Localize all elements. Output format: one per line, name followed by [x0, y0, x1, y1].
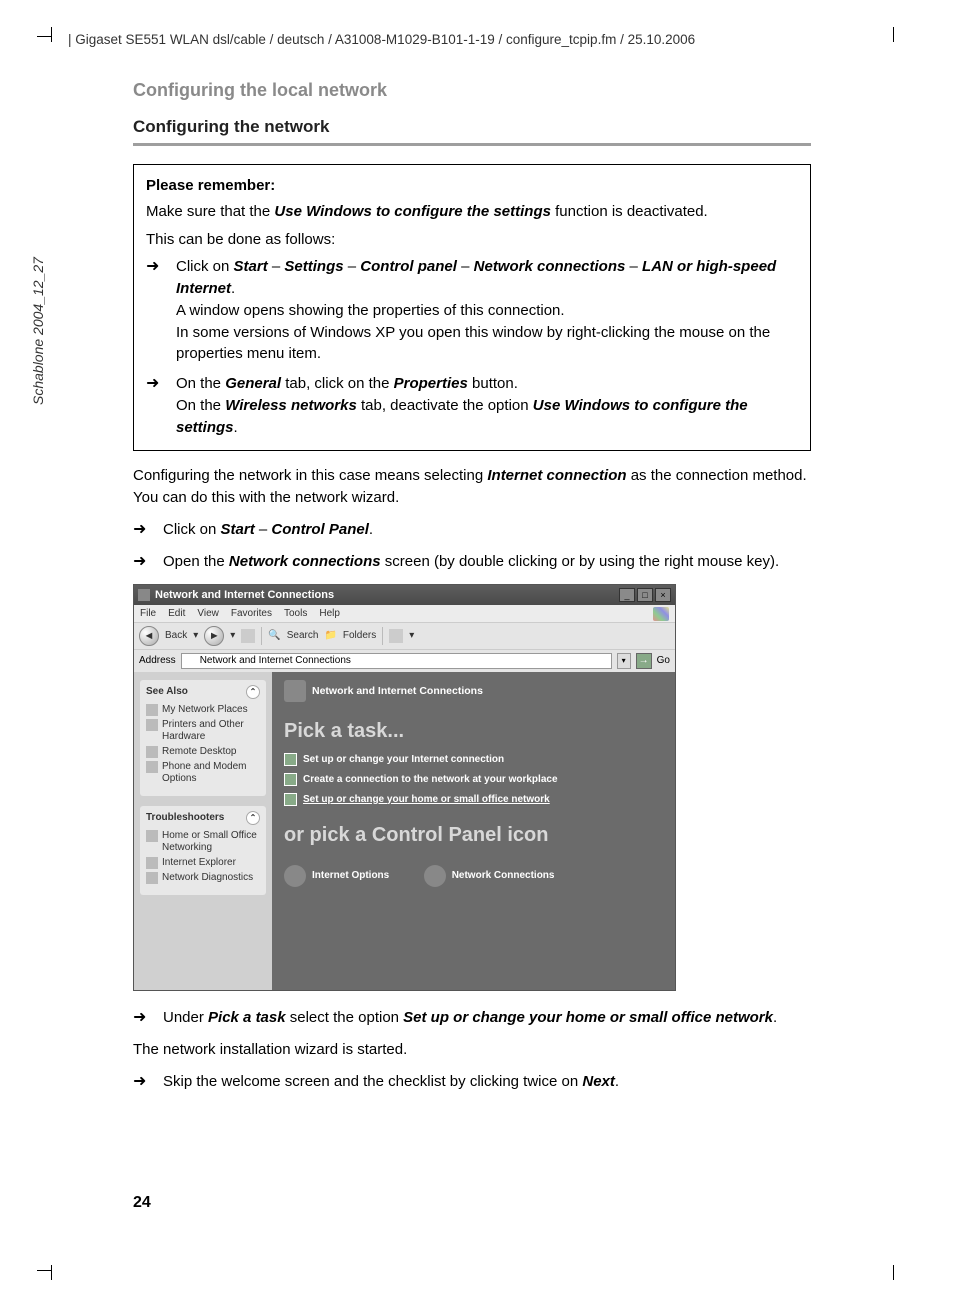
- menu-help[interactable]: Help: [319, 608, 340, 619]
- troubleshooter-item[interactable]: Home or Small Office Networking: [146, 830, 260, 854]
- arrow-icon: ➜: [133, 551, 163, 573]
- arrow-icon: ➜: [133, 1007, 163, 1029]
- menu-favorites[interactable]: Favorites: [231, 608, 272, 619]
- task-link[interactable]: Set up or change your Internet connectio…: [284, 753, 663, 766]
- folder-icon: [185, 655, 197, 667]
- windows-flag-icon: [653, 607, 669, 621]
- see-also-panel: See Also ⌃ My Network Places Printers and…: [140, 680, 266, 796]
- search-button[interactable]: Search: [287, 630, 319, 641]
- main-panel: Network and Internet Connections Pick a …: [272, 672, 675, 990]
- address-dropdown[interactable]: ▾: [617, 653, 631, 669]
- menu-file[interactable]: File: [140, 608, 156, 619]
- troubleshooter-item[interactable]: Internet Explorer: [146, 857, 260, 869]
- chapter-title: Configuring the local network: [133, 80, 811, 101]
- collapse-icon[interactable]: ⌃: [246, 811, 260, 825]
- up-icon[interactable]: [241, 629, 255, 643]
- box-step-2: ➜ On the General tab, click on the Prope…: [146, 373, 798, 438]
- arrow-icon: ➜: [146, 256, 176, 365]
- step-1: ➜ Click on Start – Control Panel.: [133, 519, 811, 541]
- remote-desktop-icon: [146, 746, 158, 758]
- troubleshooters-header: Troubleshooters: [146, 812, 224, 823]
- or-pick-heading: or pick a Control Panel icon: [284, 824, 663, 847]
- back-label: Back: [165, 630, 187, 641]
- go-button[interactable]: →: [636, 653, 652, 669]
- page-number: 24: [133, 1194, 151, 1212]
- cp-icon-link[interactable]: Internet Options: [284, 865, 389, 887]
- menu-tools[interactable]: Tools: [284, 608, 307, 619]
- step-2: ➜ Open the Network connections screen (b…: [133, 551, 811, 573]
- task-icon: [284, 793, 297, 806]
- step-3: ➜ Under Pick a task select the option Se…: [133, 1007, 811, 1029]
- go-label: Go: [657, 655, 670, 666]
- troubleshooters-panel: Troubleshooters ⌃ Home or Small Office Ne…: [140, 806, 266, 895]
- doc-header: | Gigaset SE551 WLAN dsl/cable / deutsch…: [68, 32, 695, 47]
- address-label: Address: [139, 655, 176, 666]
- section-title: Configuring the network: [133, 117, 811, 137]
- see-also-item[interactable]: Remote Desktop: [146, 746, 260, 758]
- remember-box: Please remember: Make sure that the Use …: [133, 164, 811, 451]
- cp-icon-link[interactable]: Network Connections: [424, 865, 555, 887]
- side-template-text: Schablone 2004_12_27: [30, 257, 46, 405]
- left-panel: See Also ⌃ My Network Places Printers and…: [134, 672, 272, 990]
- toolbar: ◄ Back▾ ►▾ 🔍Search 📁Folders ▾: [134, 622, 675, 649]
- see-also-header: See Also: [146, 686, 188, 697]
- address-bar: Address Network and Internet Connections…: [134, 649, 675, 672]
- maximize-button[interactable]: □: [637, 588, 653, 602]
- arrow-icon: ➜: [146, 373, 176, 438]
- collapse-icon[interactable]: ⌃: [246, 685, 260, 699]
- task-icon: [284, 773, 297, 786]
- task-link[interactable]: Set up or change your home or small offi…: [284, 793, 663, 806]
- window-title: Network and Internet Connections: [155, 589, 619, 601]
- remember-heading: Please remember:: [146, 175, 798, 197]
- box-step-1: ➜ Click on Start – Settings – Control pa…: [146, 256, 798, 365]
- category-title: Network and Internet Connections: [312, 685, 483, 697]
- troubleshooter-item[interactable]: Network Diagnostics: [146, 872, 260, 884]
- address-field[interactable]: Network and Internet Connections: [181, 653, 612, 669]
- internet-options-icon: [284, 865, 306, 887]
- help-icon: [146, 872, 158, 884]
- menu-view[interactable]: View: [197, 608, 219, 619]
- back-button[interactable]: ◄: [139, 626, 159, 646]
- back-dropdown[interactable]: ▾: [193, 630, 198, 641]
- remember-line1: Make sure that the Use Windows to config…: [146, 201, 798, 223]
- printers-icon: [146, 719, 158, 731]
- help-icon: [146, 830, 158, 842]
- section-rule: [133, 143, 811, 146]
- arrow-icon: ➜: [133, 1071, 163, 1093]
- folders-button[interactable]: Folders: [343, 630, 376, 641]
- close-button[interactable]: ×: [655, 588, 671, 602]
- see-also-item[interactable]: Phone and Modem Options: [146, 761, 260, 785]
- para-2: The network installation wizard is start…: [133, 1039, 811, 1061]
- task-icon: [284, 753, 297, 766]
- titlebar: Network and Internet Connections _ □ ×: [134, 585, 675, 605]
- forward-button[interactable]: ►: [204, 626, 224, 646]
- window-icon: [138, 589, 150, 601]
- see-also-item[interactable]: My Network Places: [146, 704, 260, 716]
- para-1: Configuring the network in this case mea…: [133, 465, 811, 509]
- menu-edit[interactable]: Edit: [168, 608, 185, 619]
- menubar: File Edit View Favorites Tools Help: [134, 605, 675, 622]
- network-places-icon: [146, 704, 158, 716]
- folders-icon: 📁: [324, 630, 336, 641]
- see-also-item[interactable]: Printers and Other Hardware: [146, 719, 260, 743]
- search-icon: 🔍: [268, 630, 280, 641]
- arrow-icon: ➜: [133, 519, 163, 541]
- task-link[interactable]: Create a connection to the network at yo…: [284, 773, 663, 786]
- screenshot-window: Network and Internet Connections _ □ × F…: [133, 584, 676, 991]
- remember-line2: This can be done as follows:: [146, 229, 798, 251]
- category-icon: [284, 680, 306, 702]
- phone-icon: [146, 761, 158, 773]
- pick-a-task-heading: Pick a task...: [284, 720, 663, 743]
- help-icon: [146, 857, 158, 869]
- views-icon[interactable]: [389, 629, 403, 643]
- network-connections-icon: [424, 865, 446, 887]
- step-4: ➜ Skip the welcome screen and the checkl…: [133, 1071, 811, 1093]
- minimize-button[interactable]: _: [619, 588, 635, 602]
